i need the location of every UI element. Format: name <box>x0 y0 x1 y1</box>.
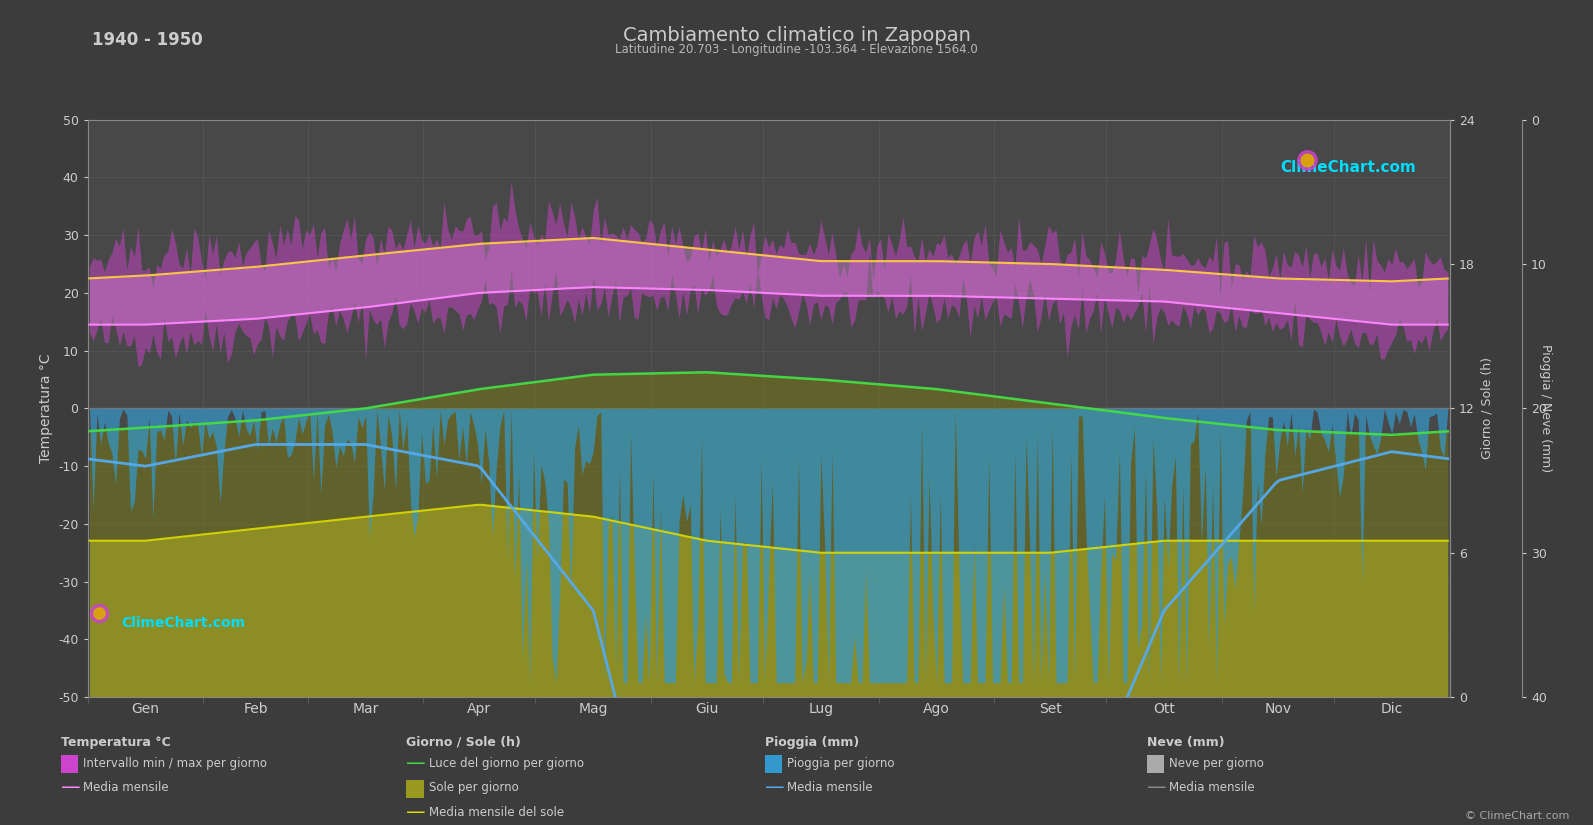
Text: —: — <box>765 778 784 798</box>
Text: Media mensile: Media mensile <box>1169 781 1255 794</box>
Text: © ClimeChart.com: © ClimeChart.com <box>1464 811 1569 821</box>
Text: Neve per giorno: Neve per giorno <box>1169 757 1265 771</box>
Text: —: — <box>1147 778 1166 798</box>
Text: Luce del giorno per giorno: Luce del giorno per giorno <box>429 757 583 771</box>
Text: Latitudine 20.703 - Longitudine -103.364 - Elevazione 1564.0: Latitudine 20.703 - Longitudine -103.364… <box>615 43 978 56</box>
Text: ClimeChart.com: ClimeChart.com <box>121 616 245 630</box>
Y-axis label: Pioggia / Neve (mm): Pioggia / Neve (mm) <box>1539 344 1552 473</box>
Text: Media mensile del sole: Media mensile del sole <box>429 806 564 819</box>
Text: Pioggia (mm): Pioggia (mm) <box>765 736 859 749</box>
Text: Temperatura °C: Temperatura °C <box>61 736 170 749</box>
Text: Media mensile: Media mensile <box>83 781 169 794</box>
Text: —: — <box>406 754 425 774</box>
Text: ClimeChart.com: ClimeChart.com <box>1279 160 1416 175</box>
Text: —: — <box>61 778 80 798</box>
Text: Intervallo min / max per giorno: Intervallo min / max per giorno <box>83 757 268 771</box>
Y-axis label: Temperatura °C: Temperatura °C <box>38 354 53 463</box>
Text: Cambiamento climatico in Zapopan: Cambiamento climatico in Zapopan <box>623 26 970 45</box>
Text: Giorno / Sole (h): Giorno / Sole (h) <box>406 736 521 749</box>
Text: Neve (mm): Neve (mm) <box>1147 736 1225 749</box>
Text: Pioggia per giorno: Pioggia per giorno <box>787 757 894 771</box>
Y-axis label: Giorno / Sole (h): Giorno / Sole (h) <box>1480 357 1493 460</box>
Text: —: — <box>406 803 425 823</box>
Text: Sole per giorno: Sole per giorno <box>429 781 518 794</box>
Text: Media mensile: Media mensile <box>787 781 873 794</box>
Text: 1940 - 1950: 1940 - 1950 <box>92 31 204 50</box>
